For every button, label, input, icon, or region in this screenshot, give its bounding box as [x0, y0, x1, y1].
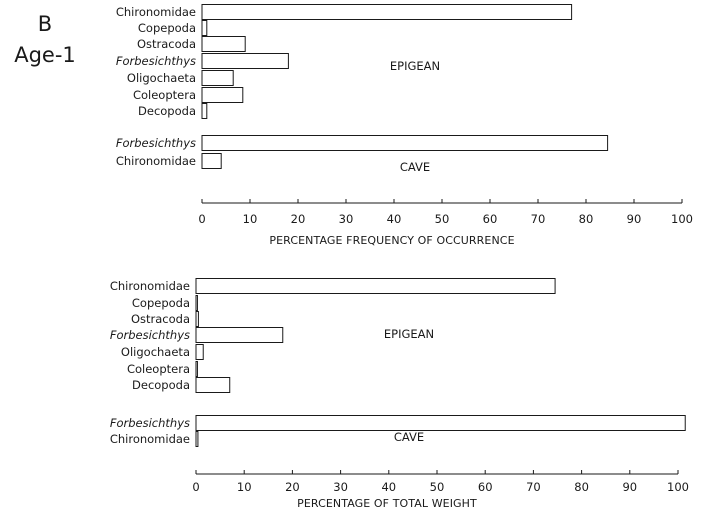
category-label: Decopoda — [138, 104, 196, 118]
bar — [195, 431, 199, 447]
x-tick-label: 50 — [435, 212, 450, 226]
x-tick-label: 70 — [531, 212, 546, 226]
bar — [195, 377, 231, 393]
category-label: Oligochaeta — [127, 71, 196, 85]
x-tick-label: 50 — [430, 480, 445, 494]
group-label: EPIGEAN — [384, 327, 434, 341]
x-tick-label: 80 — [574, 480, 589, 494]
panel-subtitle: Age-1 — [14, 43, 76, 67]
bar — [201, 20, 208, 36]
chart-frequency-of-occurrence: Chironomidae Copepoda Ostracoda Forbesichth… — [116, 4, 693, 247]
category-label: Chironomidae — [116, 5, 196, 19]
x-axis-label: PERCENTAGE FREQUENCY OF OCCURRENCE — [269, 234, 514, 247]
x-tick-label: 30 — [333, 480, 348, 494]
x-tick-label: 90 — [622, 480, 637, 494]
category-label: Forbesichthys — [116, 54, 196, 68]
category-label: Coleoptera — [133, 88, 196, 102]
group-label: EPIGEAN — [390, 59, 440, 73]
x-tick-label: 40 — [387, 212, 402, 226]
category-label: Chironomidae — [110, 432, 190, 446]
x-tick-label: 70 — [526, 480, 541, 494]
x-tick-label: 20 — [291, 212, 306, 226]
x-axis-label: PERCENTAGE OF TOTAL WEIGHT — [297, 497, 477, 510]
bar — [201, 135, 609, 151]
x-tick-label: 0 — [198, 212, 205, 226]
panel-letter: B — [38, 12, 52, 36]
x-tick-label: 80 — [579, 212, 594, 226]
category-label: Ostracoda — [137, 37, 196, 51]
bar — [195, 278, 556, 294]
x-tick-label: 60 — [483, 212, 498, 226]
x-tick-label: 100 — [667, 480, 689, 494]
x-tick-label: 20 — [285, 480, 300, 494]
bar — [201, 53, 289, 69]
x-tick-label: 10 — [243, 212, 258, 226]
bar — [201, 36, 246, 52]
bar — [195, 295, 198, 311]
category-label: Copepoda — [138, 21, 196, 35]
bar — [195, 415, 686, 431]
category-label: Coleoptera — [127, 362, 190, 376]
bar — [195, 344, 204, 360]
bar — [201, 153, 222, 169]
category-label: Chironomidae — [110, 279, 190, 293]
category-label: Chironomidae — [116, 154, 196, 168]
x-tick-label: 40 — [381, 480, 396, 494]
x-tick-label: 0 — [192, 480, 199, 494]
category-label: Forbesichthys — [110, 416, 190, 430]
bar — [195, 361, 198, 377]
group-label: CAVE — [394, 430, 424, 444]
bar — [201, 4, 573, 20]
x-tick-label: 90 — [627, 212, 642, 226]
group-label: CAVE — [400, 160, 430, 174]
bar — [201, 103, 208, 119]
category-label: Ostracoda — [131, 312, 190, 326]
category-label: Forbesichthys — [116, 136, 196, 150]
bar — [195, 327, 284, 343]
x-tick-label: 10 — [237, 480, 252, 494]
x-tick-label: 100 — [671, 212, 693, 226]
bar — [201, 87, 244, 103]
bar — [195, 311, 199, 327]
category-label: Decopoda — [132, 378, 190, 392]
chart-total-weight: Chironomidae Copepoda Ostracoda Forbesichth… — [110, 278, 689, 510]
x-tick-label: 30 — [339, 212, 354, 226]
x-tick-label: 60 — [478, 480, 493, 494]
bar — [201, 70, 234, 86]
category-label: Forbesichthys — [110, 328, 190, 342]
category-label: Oligochaeta — [121, 345, 190, 359]
category-label: Copepoda — [132, 296, 190, 310]
